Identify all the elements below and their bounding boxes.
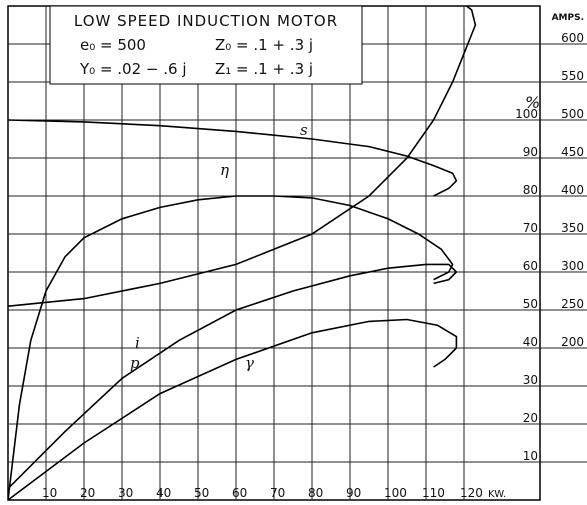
annotation: Y₀ = .02 − .6 j (79, 60, 187, 78)
x-tick-label: 30 (118, 486, 133, 500)
y2-tick-label: 500 (561, 107, 584, 121)
y2-tick-label: 400 (561, 183, 584, 197)
curve-label: γ (245, 354, 254, 372)
title-box (49, 5, 363, 85)
x-tick-label: 110 (422, 486, 445, 500)
curve-label: s (300, 121, 308, 139)
y-tick-label: 40 (523, 335, 538, 349)
x-tick-label: 100 (384, 486, 407, 500)
x-tick-label: 80 (308, 486, 323, 500)
x-tick-label: 20 (80, 486, 95, 500)
y2-tick-label: 350 (561, 221, 584, 235)
x-tick-label: 90 (346, 486, 361, 500)
grid (8, 6, 587, 500)
annotation: Z₀ = .1 + .3 j (215, 36, 313, 54)
curve (8, 195, 454, 500)
curve (8, 318, 458, 500)
x-tick-label: 70 (270, 486, 285, 500)
curve-label: p (130, 354, 140, 372)
y-tick-label: 60 (523, 259, 538, 273)
x-tick-label: 10 (42, 486, 57, 500)
y2-tick-label: 450 (561, 145, 584, 159)
y-tick-label: 70 (523, 221, 538, 235)
y-tick-label: 10 (523, 449, 538, 463)
chart-title: LOW SPEED INDUCTION MOTOR (74, 12, 338, 30)
curves (8, 6, 477, 500)
y-tick-label: 30 (523, 373, 538, 387)
y-tick-label: 20 (523, 411, 538, 425)
x-tick-label: 50 (194, 486, 209, 500)
x-tick-label: 60 (232, 486, 247, 500)
y2-tick-label: 550 (561, 69, 584, 83)
curve (8, 119, 458, 197)
y-tick-label: 90 (523, 145, 538, 159)
y2-axis-label: AMPS. (552, 13, 584, 23)
y-tick-label: 100 (515, 107, 538, 121)
y-tick-label: 80 (523, 183, 538, 197)
annotation: e₀ = 500 (80, 36, 146, 54)
y-tick-label: 50 (523, 297, 538, 311)
x-tick-label: 40 (156, 486, 171, 500)
y2-tick-label: 600 (561, 31, 584, 45)
y2-tick-label: 200 (561, 335, 584, 349)
curve (8, 263, 458, 490)
curve-label: i (135, 334, 140, 352)
curve-label: η (220, 161, 229, 179)
y-axis-label: % (525, 93, 540, 112)
x-tick-label: 120 (460, 486, 483, 500)
annotation: Z₁ = .1 + .3 j (215, 60, 313, 78)
curve (8, 6, 477, 307)
y2-tick-label: 300 (561, 259, 584, 273)
x-axis-label: KW. (488, 489, 506, 500)
y2-tick-label: 250 (561, 297, 584, 311)
